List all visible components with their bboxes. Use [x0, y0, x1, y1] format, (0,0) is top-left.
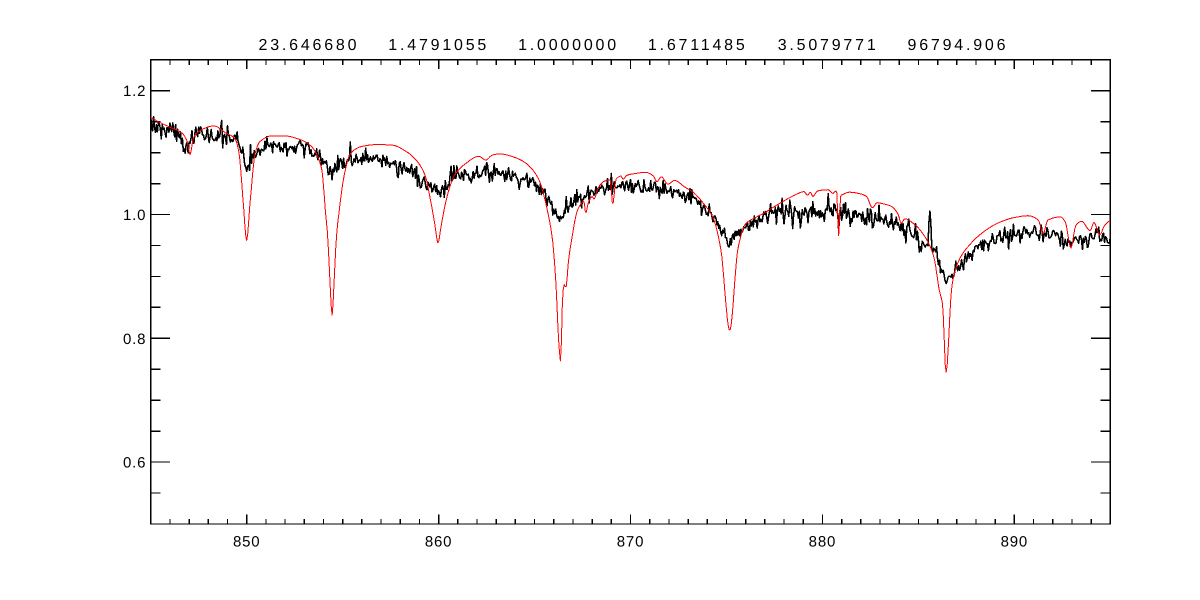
svg-text:860: 860	[425, 534, 452, 551]
svg-text:870: 870	[617, 534, 644, 551]
svg-text:1.4791055: 1.4791055	[388, 37, 489, 54]
svg-text:3.5079771: 3.5079771	[778, 37, 879, 54]
svg-text:0.6: 0.6	[123, 455, 146, 472]
svg-text:1.2: 1.2	[123, 83, 146, 100]
svg-text:0.8: 0.8	[123, 331, 146, 348]
svg-text:880: 880	[809, 534, 836, 551]
svg-text:1.0: 1.0	[123, 207, 146, 224]
svg-text:23.646680: 23.646680	[259, 37, 360, 54]
svg-text:96794.906: 96794.906	[908, 37, 1009, 54]
svg-text:850: 850	[233, 534, 260, 551]
svg-text:1.6711485: 1.6711485	[648, 37, 748, 54]
svg-text:1.0000000: 1.0000000	[518, 37, 619, 54]
svg-text:890: 890	[1001, 534, 1028, 551]
